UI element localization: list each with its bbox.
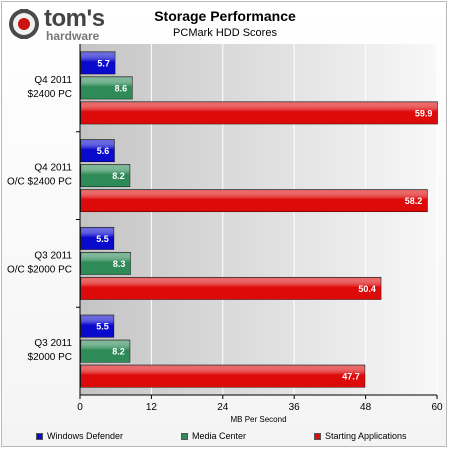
bar-value-label: 5.5 (96, 234, 109, 244)
bar-value-label: 8.2 (112, 347, 125, 357)
bar-shine (81, 340, 130, 363)
legend-label: Media Center (192, 431, 247, 441)
bar-value-label: 50.4 (358, 284, 376, 294)
x-tick-label: 12 (146, 402, 158, 413)
legend-item: Starting Applications (314, 431, 407, 441)
bar-value-label: 47.7 (342, 372, 360, 382)
bar-value-label: 5.6 (97, 146, 110, 156)
bar-shine (81, 51, 115, 74)
legend-label: Starting Applications (325, 431, 407, 441)
bar-shine (81, 76, 133, 99)
bar-shine (81, 139, 115, 162)
plot-background (80, 44, 437, 395)
legend-swatch (36, 432, 43, 440)
legend-item: Media Center (181, 431, 246, 441)
logo-sub-text: hardware (46, 29, 100, 43)
logo-main-text: tom's (44, 5, 105, 32)
x-tick-label: 60 (431, 402, 443, 413)
x-tick-label: 24 (217, 402, 229, 413)
chart-title: Storage Performance (154, 8, 296, 24)
bar-shine (81, 252, 131, 275)
bar-value-label: 8.6 (115, 83, 128, 93)
bar-value-label: 5.7 (97, 58, 110, 68)
category-label: O/C $2000 PC (7, 264, 72, 275)
bar-shine (81, 365, 365, 388)
x-axis-label: MB Per Second (230, 415, 286, 424)
bar-shine (81, 277, 381, 300)
bar-shine (81, 315, 114, 338)
logo-badge-icon (9, 9, 39, 39)
chart-subtitle: PCMark HDD Scores (173, 27, 277, 39)
category-label: O/C $2400 PC (7, 177, 72, 188)
category-label: $2000 PC (28, 352, 72, 363)
x-tick-label: 0 (77, 402, 83, 413)
x-tick-label: 36 (289, 402, 301, 413)
category-label: $2400 PC (28, 89, 72, 100)
bar-value-label: 58.2 (405, 196, 423, 206)
x-tick-label: 48 (360, 402, 372, 413)
category-label: Q4 2011 (34, 75, 72, 86)
bar-value-label: 8.3 (113, 259, 126, 269)
legend-swatch (314, 432, 321, 440)
toms-hardware-logo: tom's hardware (6, 5, 116, 45)
legend-label: Windows Defender (47, 431, 124, 441)
bar-chart: 0 12 24 36 48 60 MB Per Second Q4 2011 $2400 PC 5… (7, 44, 443, 424)
bar-shine (81, 189, 428, 212)
category-label: Q4 2011 (34, 163, 72, 174)
bar-shine (81, 227, 114, 250)
legend-item: Windows Defender (36, 431, 123, 441)
category-label: Q3 2011 (34, 250, 72, 261)
bar-shine (81, 101, 438, 124)
category-label: Q3 2011 (34, 338, 72, 349)
bar-value-label: 5.5 (96, 322, 109, 332)
bar-value-label: 59.9 (415, 108, 433, 118)
chart-legend: Windows Defender Media Center Starting App… (0, 431, 450, 445)
bar-shine (81, 164, 130, 187)
bar-value-label: 8.2 (112, 171, 125, 181)
legend-swatch (181, 432, 188, 440)
